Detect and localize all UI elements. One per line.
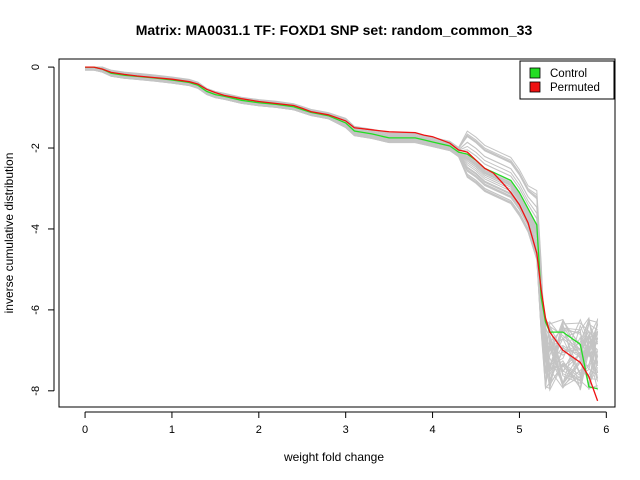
- legend-label: Control: [550, 68, 587, 80]
- x-axis: 0 1 2 3 4 5 6: [82, 411, 609, 436]
- series-line-control: [85, 66, 598, 390]
- plot-frame: [58, 58, 616, 408]
- y-tick-label: 0: [30, 64, 42, 70]
- x-tick-label: 5: [516, 424, 522, 436]
- x-tick-label: 3: [343, 424, 349, 436]
- y-axis: 0 -2 -4 -6 -8: [30, 64, 55, 396]
- x-axis-label: weight fold change: [283, 450, 384, 464]
- x-tick-label: 6: [603, 424, 609, 436]
- legend-box: [519, 60, 615, 100]
- y-tick-label: -2: [30, 143, 42, 153]
- series-lines: [85, 66, 599, 402]
- x-tick-label: 2: [256, 424, 262, 436]
- series-line-permuted: [85, 66, 599, 402]
- y-tick-label: -4: [30, 224, 42, 234]
- chart-title: Matrix: MA0031.1 TF: FOXD1 SNP set: rand…: [136, 22, 533, 38]
- legend-swatch: [529, 67, 541, 79]
- y-axis-label: inverse cumulative distribution: [2, 153, 16, 314]
- permutation-line: [85, 67, 599, 387]
- permutation-line: [85, 69, 599, 388]
- legend-label: Permuted: [550, 82, 600, 94]
- legend-swatch: [529, 81, 541, 93]
- x-tick-label: 0: [82, 424, 88, 436]
- permutation-line: [85, 68, 598, 390]
- legend: Control Permuted: [519, 60, 615, 100]
- y-tick-label: -6: [30, 305, 42, 315]
- permutation-line: [85, 66, 599, 385]
- x-tick-label: 4: [430, 424, 436, 436]
- y-tick-label: -8: [30, 386, 42, 396]
- x-tick-label: 1: [169, 424, 175, 436]
